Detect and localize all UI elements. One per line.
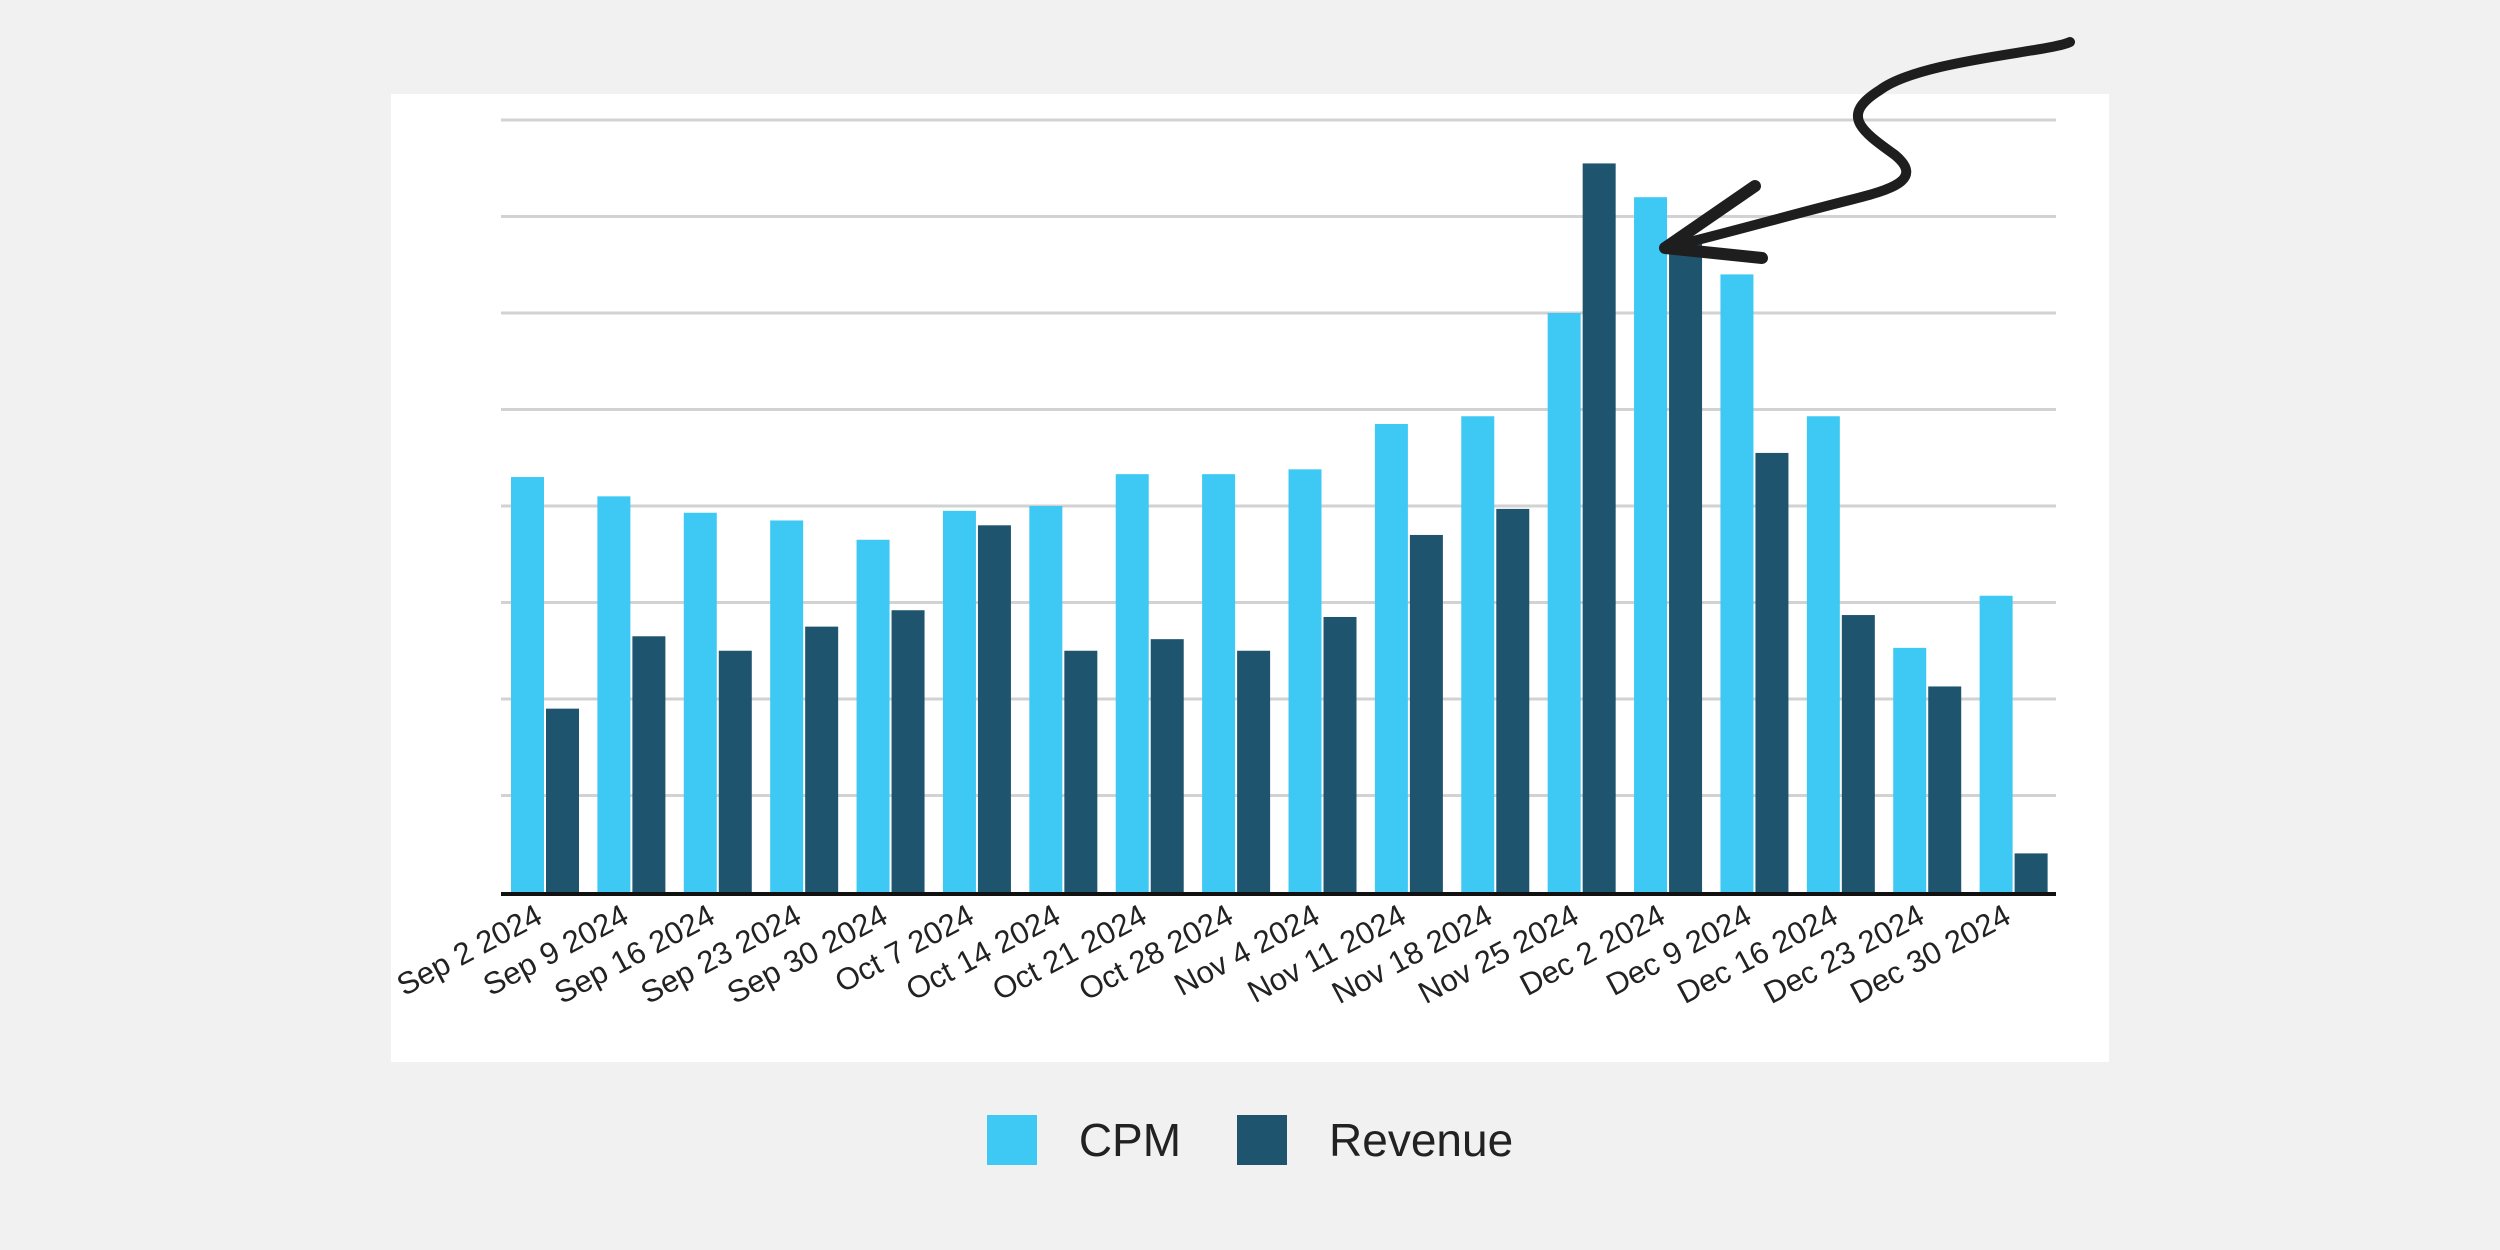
bar-revenue-sep-9-2024[interactable]	[632, 636, 666, 892]
bar-cpm-dec-2-2024[interactable]	[1634, 197, 1668, 892]
bar-revenue-nov-25-2024[interactable]	[1582, 163, 1616, 893]
bar-cpm-sep-9-2024[interactable]	[597, 496, 631, 892]
bar-cpm-dec-30-2024[interactable]	[1979, 595, 2013, 892]
bar-revenue-nov-11-2024[interactable]	[1409, 534, 1443, 892]
legend-label-revenue: Revenue	[1329, 1114, 1514, 1166]
bar-revenue-oct-7-2024[interactable]	[977, 525, 1011, 892]
bar-cpm-oct-7-2024[interactable]	[942, 510, 976, 892]
bar-cpm-oct-28-2024[interactable]	[1202, 474, 1236, 892]
bar-cpm-oct-21-2024[interactable]	[1115, 474, 1149, 892]
bar-cpm-oct-14-2024[interactable]	[1029, 506, 1063, 892]
bar-cpm-sep-23-2024[interactable]	[770, 520, 804, 892]
bar-cpm-nov-18-2024[interactable]	[1461, 416, 1495, 892]
bar-revenue-sep-30-2024[interactable]	[891, 610, 925, 892]
legend-swatch-revenue	[1237, 1115, 1288, 1165]
bars	[511, 163, 2048, 893]
bar-cpm-nov-11-2024[interactable]	[1374, 423, 1408, 892]
legend: CPM Revenue	[0, 1110, 2500, 1170]
bar-cpm-sep-30-2024[interactable]	[856, 539, 890, 892]
bar-revenue-oct-28-2024[interactable]	[1237, 650, 1271, 892]
bar-cpm-dec-9-2024[interactable]	[1720, 274, 1754, 892]
legend-item-revenue[interactable]: Revenue	[1237, 1113, 1513, 1167]
bar-cpm-sep-16-2024[interactable]	[683, 512, 717, 892]
bar-revenue-sep-2-2024[interactable]	[546, 708, 579, 892]
bar-revenue-dec-30-2024[interactable]	[2014, 853, 2048, 892]
bar-revenue-dec-9-2024[interactable]	[1755, 452, 1789, 892]
bar-cpm-sep-2-2024[interactable]	[511, 477, 544, 892]
bar-revenue-sep-16-2024[interactable]	[718, 650, 752, 892]
bar-revenue-dec-23-2024[interactable]	[1928, 686, 1962, 892]
gridlines	[501, 118, 2056, 797]
chart-panel: Sep 2 2024 Sep 9 2024 Sep 16 2024 Sep 23 20…	[391, 94, 2109, 1062]
bar-revenue-nov-18-2024[interactable]	[1496, 508, 1530, 892]
bar-cpm-dec-16-2024[interactable]	[1806, 416, 1840, 892]
bar-revenue-oct-14-2024[interactable]	[1064, 650, 1098, 892]
bar-cpm-nov-25-2024[interactable]	[1547, 313, 1581, 892]
bar-revenue-sep-23-2024[interactable]	[805, 626, 839, 892]
bar-revenue-dec-16-2024[interactable]	[1841, 615, 1875, 892]
legend-label-cpm: CPM	[1078, 1114, 1182, 1166]
bar-revenue-oct-21-2024[interactable]	[1150, 639, 1184, 892]
bar-revenue-nov-4-2024[interactable]	[1323, 616, 1357, 892]
bar-revenue-dec-2-2024[interactable]	[1669, 240, 1703, 892]
bar-cpm-nov-4-2024[interactable]	[1288, 469, 1322, 892]
legend-swatch-cpm	[986, 1115, 1037, 1165]
legend-item-cpm[interactable]: CPM	[986, 1113, 1182, 1167]
bar-cpm-dec-23-2024[interactable]	[1893, 647, 1927, 892]
